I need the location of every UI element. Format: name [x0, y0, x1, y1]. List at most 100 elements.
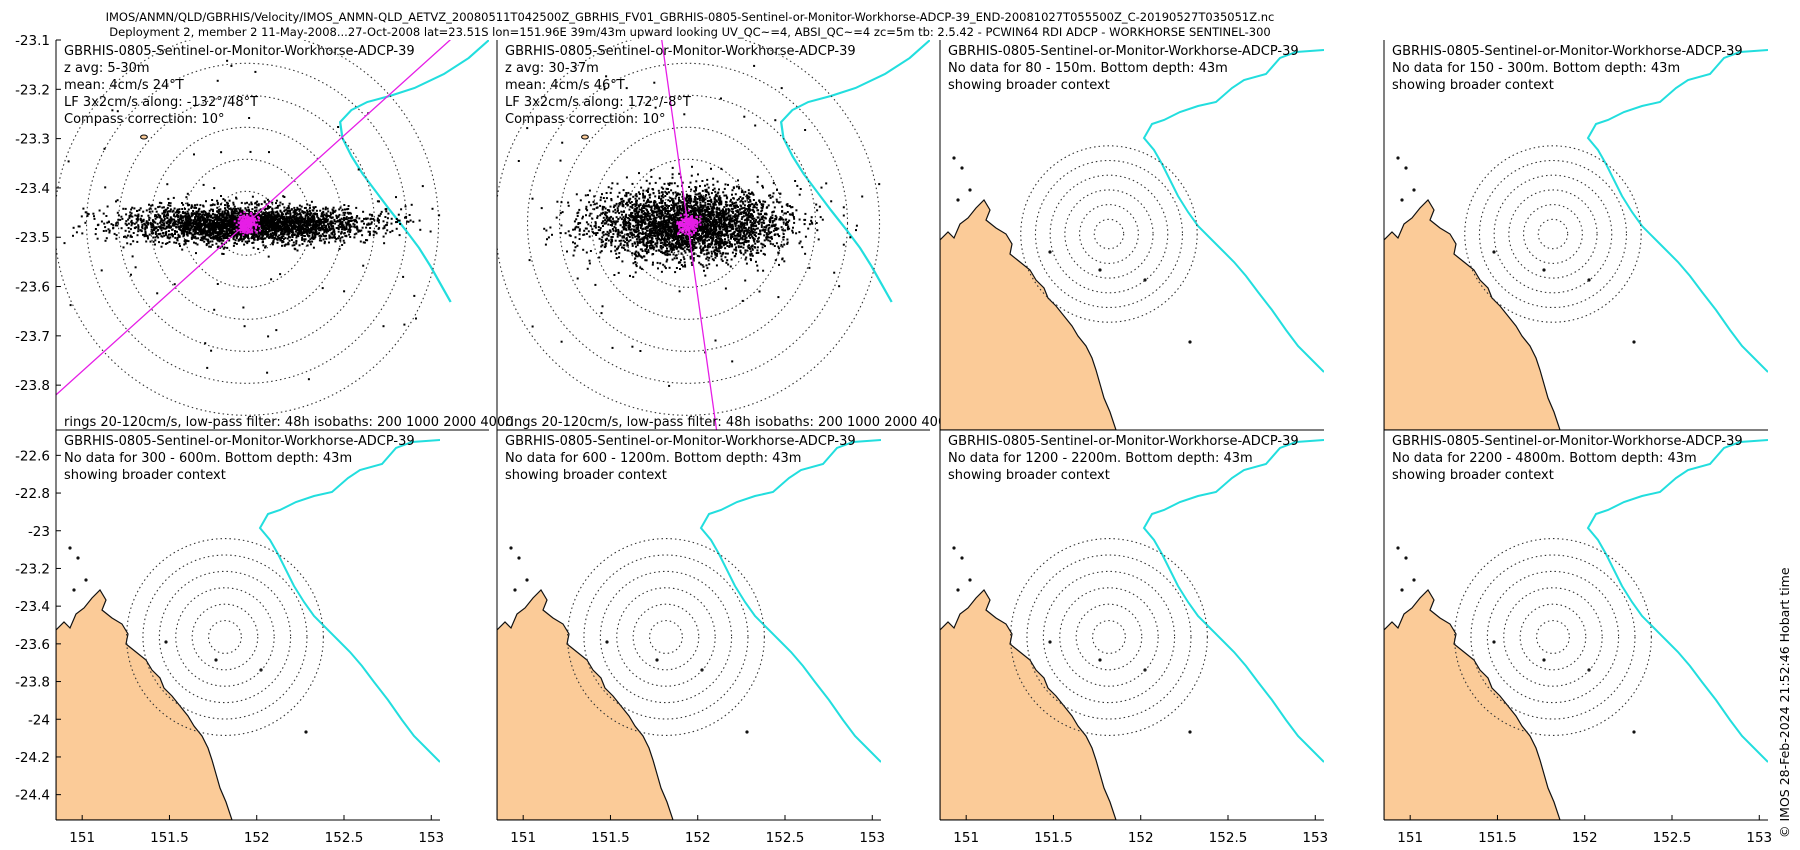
scatter-point — [183, 233, 186, 235]
scatter-point — [689, 181, 692, 184]
scatter-point — [181, 227, 184, 230]
scatter-point — [275, 206, 278, 209]
lowpass-point — [238, 229, 241, 232]
scatter-point — [738, 208, 741, 211]
scatter-point — [220, 151, 223, 154]
scatter-point — [655, 249, 658, 252]
scatter-point — [217, 245, 220, 248]
scatter-point — [257, 204, 260, 207]
scatter-point — [194, 242, 197, 245]
scatter-point — [724, 183, 727, 186]
scatter-point — [179, 214, 182, 217]
scatter-point — [161, 212, 164, 215]
scatter-point — [776, 200, 779, 203]
scatter-point — [178, 242, 181, 245]
scatter-point — [646, 189, 649, 192]
scatter-point — [258, 235, 261, 238]
scatter-point — [154, 217, 157, 220]
scatter-point — [744, 249, 747, 252]
scatter-point — [307, 223, 310, 225]
scatter-point — [200, 223, 203, 225]
scatter-point — [137, 213, 140, 216]
scatter-point — [253, 234, 255, 237]
scatter-point — [287, 205, 290, 208]
scatter-point — [217, 212, 220, 214]
scatter-point — [116, 211, 119, 214]
scatter-point — [144, 226, 147, 229]
scatter-point — [203, 220, 206, 223]
scatter-point — [293, 233, 296, 236]
lowpass-point — [249, 231, 251, 234]
scatter-point — [341, 236, 344, 239]
scatter-point — [384, 216, 387, 218]
scatter-point — [696, 254, 699, 257]
scatter-point — [419, 228, 422, 231]
scatter-point — [222, 233, 225, 236]
scatter-point — [96, 224, 99, 227]
scatter-point — [180, 221, 182, 224]
scatter-point — [216, 206, 219, 209]
scatter-point — [281, 241, 284, 244]
scatter-point — [154, 243, 156, 246]
scatter-point — [169, 233, 171, 236]
scatter-point — [148, 210, 151, 213]
scatter-point — [209, 204, 212, 207]
scatter-point — [166, 220, 169, 223]
scatter-point — [349, 217, 352, 219]
scatter-point — [627, 240, 630, 243]
scatter-point — [707, 215, 710, 218]
scatter-point — [698, 197, 701, 200]
scatter-point — [233, 231, 236, 234]
scatter-point — [269, 215, 272, 218]
scatter-point — [349, 226, 352, 229]
scatter-point — [194, 228, 197, 231]
scatter-point — [702, 265, 705, 268]
scatter-point — [303, 221, 306, 223]
scatter-point — [679, 259, 682, 262]
scatter-point — [84, 221, 87, 224]
scatter-point — [728, 230, 731, 232]
lowpass-point — [242, 225, 245, 227]
scatter-point — [333, 231, 336, 233]
scatter-point — [660, 270, 663, 273]
scatter-point — [315, 222, 318, 225]
scatter-point — [256, 227, 259, 230]
scatter-point — [161, 221, 164, 224]
scatter-point — [208, 214, 211, 217]
scatter-point — [321, 212, 324, 215]
scatter-point — [183, 221, 186, 224]
scatter-point — [673, 225, 676, 228]
scatter-point — [333, 220, 336, 222]
lowpass-point — [242, 216, 245, 219]
scatter-point — [233, 218, 236, 221]
scatter-point — [717, 198, 720, 201]
scatter-point — [219, 233, 222, 235]
scatter-point — [280, 226, 282, 229]
scatter-point — [330, 223, 333, 226]
scatter-point — [578, 208, 581, 211]
scatter-point — [277, 212, 279, 215]
scatter-point — [139, 217, 142, 220]
scatter-point — [339, 237, 342, 240]
scatter-point — [291, 236, 294, 238]
scatter-point — [727, 215, 730, 218]
scatter-point — [236, 214, 239, 217]
scatter-point — [332, 212, 334, 215]
scatter-point — [182, 234, 185, 237]
scatter-point — [636, 255, 639, 258]
scatter-point — [196, 225, 199, 228]
scatter-point — [287, 235, 290, 238]
scatter-point — [301, 219, 304, 222]
scatter-point — [312, 246, 315, 249]
scatter-point — [774, 259, 777, 262]
scatter-point — [282, 213, 285, 216]
scatter-point — [291, 244, 294, 247]
scatter-point — [707, 191, 710, 194]
scatter-point — [296, 232, 299, 235]
scatter-point — [259, 224, 262, 227]
scatter-point — [145, 209, 148, 212]
scatter-point — [203, 210, 206, 213]
scatter-point — [298, 219, 301, 222]
scatter-point — [776, 188, 778, 191]
scatter-point — [738, 186, 741, 189]
